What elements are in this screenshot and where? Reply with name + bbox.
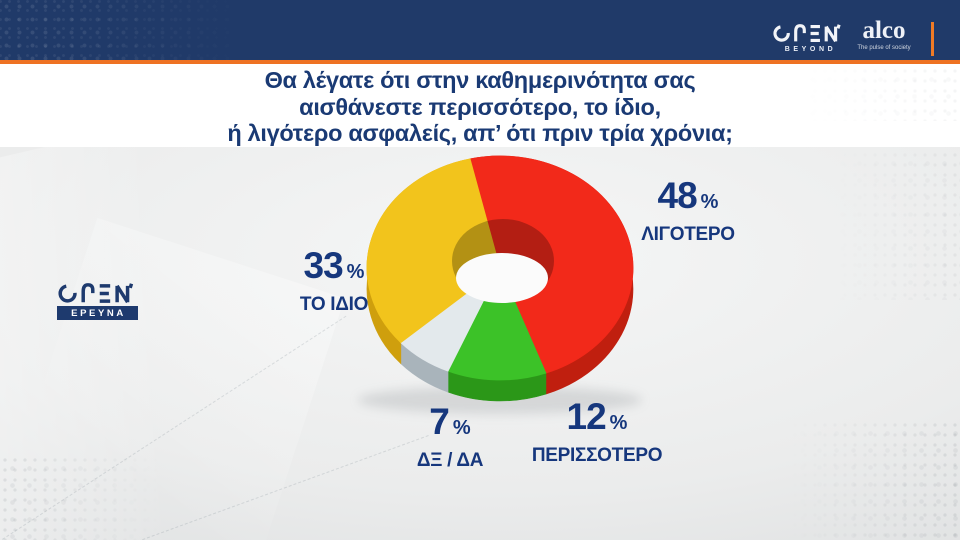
orange-divider	[0, 60, 960, 64]
dot-pattern	[0, 455, 160, 540]
open-beyond-logo: BEYOND	[772, 24, 846, 53]
alco-logo: alco The pulse of society	[852, 17, 916, 51]
top-bar: BEYOND alco The pulse of society	[0, 0, 960, 60]
callout-dxda: 7% ΔΞ / ΔΑ	[416, 401, 484, 472]
callout-ligotero: 48% ΛΙΓΟΤΕΡΟ	[641, 175, 735, 246]
dot-pattern	[790, 420, 960, 540]
callout-to-idio: 33% ΤΟ ΙΔΙΟ	[299, 245, 369, 316]
callout-value: 48%	[657, 175, 719, 216]
dot-pattern	[800, 66, 960, 121]
alco-accent-bar	[931, 22, 934, 56]
alco-tagline: The pulse of society	[857, 45, 911, 51]
callout-label: ΠΕΡΙΣΣΟΤΕΡΟ	[531, 445, 663, 466]
callout-value: 7%	[429, 401, 471, 442]
callout-perissotero: 12% ΠΕΡΙΣΣΟΤΕΡΟ	[531, 396, 663, 467]
callout-label: ΔΞ / ΔΑ	[416, 450, 484, 471]
open-logo-icon	[57, 283, 133, 304]
callout-label: ΤΟ ΙΔΙΟ	[299, 294, 369, 315]
question-line-1: Θα λέγατε ότι στην καθημερινότητα σας	[264, 67, 696, 93]
callout-value: 12%	[566, 396, 628, 437]
open-logo-icon	[773, 24, 841, 43]
dot-pattern	[830, 150, 960, 300]
alco-wordmark: alco	[862, 17, 906, 44]
callout-value: 33%	[303, 245, 365, 286]
beyond-label: BEYOND	[784, 46, 837, 53]
ereyna-label: ΕΡΕΥΝΑ	[57, 306, 138, 320]
topbar-dot-pattern	[0, 0, 260, 60]
question-line-3: ή λιγότερο ασφαλείς, απ’ ότι πριν τρία χ…	[227, 120, 733, 146]
callout-label: ΛΙΓΟΤΕΡΟ	[641, 224, 735, 245]
open-ereyna-badge: ΕΡΕΥΝΑ	[57, 283, 138, 320]
question-line-2: αισθάνεστε περισσότερο, το ίδιο,	[299, 93, 661, 120]
